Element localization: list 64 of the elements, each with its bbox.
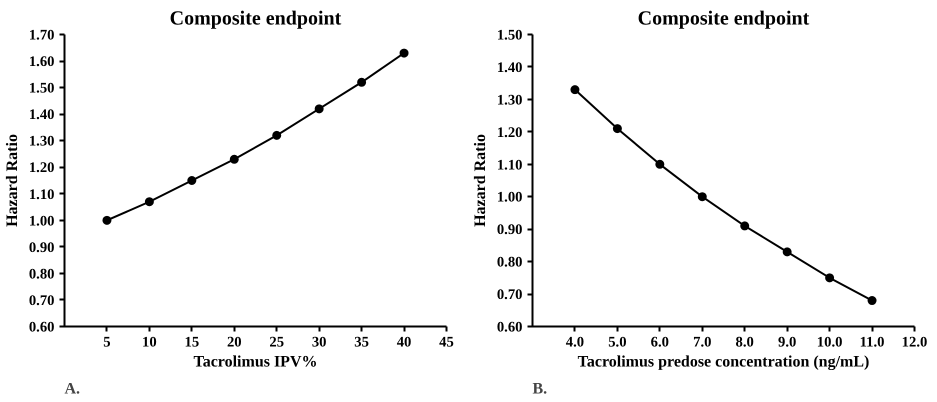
x-tick-label: 25	[269, 334, 284, 350]
y-axis-title: Hazard Ratio	[472, 134, 489, 227]
point	[314, 104, 324, 114]
point	[698, 192, 707, 202]
x-tick-label: 4.0	[566, 334, 584, 350]
point	[272, 130, 282, 140]
x-tick-label: 10	[142, 334, 157, 350]
point	[144, 197, 154, 206]
y-tick-label: 1.10	[28, 186, 55, 203]
x-tick-label: 30	[312, 334, 326, 350]
text: B.	[532, 380, 548, 398]
y-tick-label: 0.60	[496, 320, 523, 336]
x-axis-title: Tacrolimus IPV%	[193, 354, 318, 370]
y-tick-label: 1.40	[496, 60, 523, 76]
y-tick-label: 1.20	[496, 124, 523, 141]
x-tick-label: 9.0	[778, 334, 796, 350]
y-tick-label: 1.00	[28, 213, 55, 230]
text: A.	[64, 380, 80, 398]
y-tick-label: 1.10	[496, 157, 523, 174]
x-tick-label: 7.0	[693, 334, 712, 350]
point	[357, 78, 366, 87]
point	[740, 221, 750, 230]
y-tick-label: 1.30	[496, 92, 523, 108]
y-tick-label: 1.60	[28, 54, 55, 70]
y-tick-label: 1.00	[496, 190, 523, 206]
y-axis-title: Hazard Ratio	[4, 134, 21, 227]
chart-title: Composite endpoint	[638, 8, 810, 30]
x-tick-label: 15	[184, 334, 200, 350]
y-tick-label: 1.30	[28, 134, 55, 150]
y-tick-label: 1.40	[28, 107, 55, 124]
y-tick-label: 1.20	[28, 160, 55, 176]
y-tick-label: 0.80	[28, 266, 55, 282]
point	[187, 176, 196, 185]
y-tick-label: 1.50	[496, 28, 523, 44]
chart-title: Composite endpoint	[170, 8, 342, 30]
x-tick-label: 5.0	[608, 334, 627, 350]
y-tick-label: 0.70	[496, 287, 523, 304]
x-tick-label: 6.0	[650, 334, 669, 350]
point	[868, 296, 877, 306]
point	[782, 247, 792, 256]
y-tick-label: 1.70	[28, 28, 55, 44]
x-tick-label: 10.0	[816, 334, 842, 350]
x-tick-label: 20	[226, 334, 242, 350]
x-tick-label: 40	[396, 334, 412, 350]
point	[825, 273, 834, 282]
point	[230, 154, 239, 164]
x-tick-label: 11.0	[860, 334, 884, 350]
point	[612, 124, 622, 134]
point	[655, 160, 664, 169]
y-tick-label: 0.80	[496, 254, 523, 271]
x-tick-label: 35	[354, 334, 369, 350]
y-tick-label: 1.50	[28, 80, 55, 97]
point	[400, 48, 409, 58]
point	[570, 85, 580, 94]
x-tick-label: 8.0	[736, 334, 754, 350]
y-tick-label: 0.90	[28, 240, 55, 256]
y-tick-label: 0.90	[496, 222, 523, 238]
x-tick-label: 12.0	[902, 334, 928, 350]
x-tick-label: 45	[439, 334, 454, 350]
point	[102, 216, 112, 225]
y-tick-label: 0.70	[28, 292, 55, 309]
x-axis-title: Tacrolimus predose concentration (ng/mL)	[578, 354, 870, 370]
x-tick-label: 5	[103, 334, 111, 350]
y-tick-label: 0.60	[28, 320, 55, 336]
